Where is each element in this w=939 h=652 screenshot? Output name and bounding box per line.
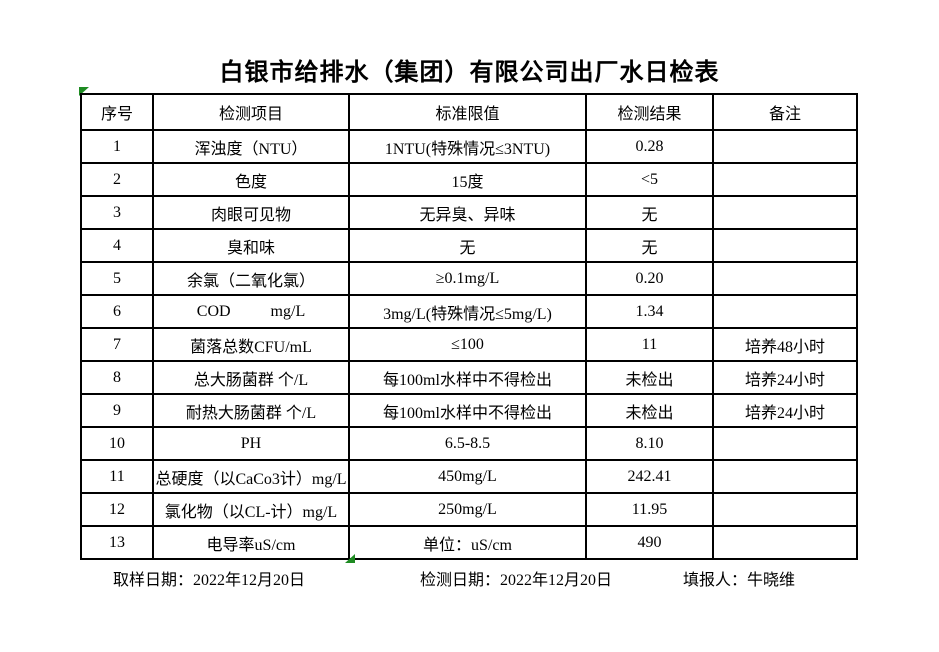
table-cell: 15度 bbox=[348, 162, 587, 197]
table-cell bbox=[712, 129, 858, 164]
table-cell: 1.34 bbox=[585, 294, 714, 329]
table-cell: 培养24小时 bbox=[712, 393, 858, 428]
table-row: 6 COD mg/L 3mg/L(特殊情况≤5mg/L) 1.34 bbox=[80, 294, 858, 329]
table-row: 3 肉眼可见物 无异臭、异味无 bbox=[80, 195, 858, 230]
table-cell: 6 bbox=[80, 294, 154, 329]
table-cell: 电导率uS/cm bbox=[152, 525, 350, 560]
table-cell bbox=[712, 261, 858, 296]
table-cell: 3 bbox=[80, 195, 154, 230]
table-row: 8 总大肠菌群 个/L 每100ml水样中不得检出 未检出 培养24小时 bbox=[80, 360, 858, 395]
table-cell: 无 bbox=[585, 195, 714, 230]
table-cell: 11.95 bbox=[585, 492, 714, 527]
reporter-label: 填报人：牛晓维 bbox=[683, 572, 796, 589]
table-row: 12 氯化物（以CL-计）mg/L 250mg/L 11.95 bbox=[80, 492, 858, 527]
table-row: 1 浑浊度（NTU） 1NTU(特殊情况≤3NTU) 0.28 bbox=[80, 129, 858, 164]
table-cell: 培养24小时 bbox=[712, 360, 858, 395]
table-row: 4 臭和味无无 bbox=[80, 228, 858, 263]
table-cell bbox=[712, 426, 858, 461]
table-header-row: 序号 检测项目 标准限值 检测结果 备注 bbox=[80, 93, 858, 131]
test-date-label: 检测日期：2022年12月20日 bbox=[420, 572, 613, 589]
table-cell: 肉眼可见物 bbox=[152, 195, 350, 230]
table-header-cell: 标准限值 bbox=[348, 93, 587, 131]
table-cell: 9 bbox=[80, 393, 154, 428]
table-cell: 7 bbox=[80, 327, 154, 362]
table-cell: 余氯（二氧化氯） bbox=[152, 261, 350, 296]
sampling-date-label: 取样日期：2022年12月20日 bbox=[113, 572, 306, 589]
green-corner-marker-icon bbox=[79, 87, 89, 96]
table-cell: 1NTU(特殊情况≤3NTU) bbox=[348, 129, 587, 164]
table-cell: 0.28 bbox=[585, 129, 714, 164]
table-cell: 臭和味 bbox=[152, 228, 350, 263]
table-header-cell: 备注 bbox=[712, 93, 858, 131]
table-row: 10 PH 6.5-8.5 8.10 bbox=[80, 426, 858, 461]
table-cell: 6.5-8.5 bbox=[348, 426, 587, 461]
table-cell: 250mg/L bbox=[348, 492, 587, 527]
table-cell: 无异臭、异味 bbox=[348, 195, 587, 230]
table-cell bbox=[712, 459, 858, 494]
table-cell: 10 bbox=[80, 426, 154, 461]
table-body: 1 浑浊度（NTU） 1NTU(特殊情况≤3NTU) 0.28 2 色度 15度 <5 3 肉眼可… bbox=[80, 129, 858, 560]
table-header-cell: 序号 bbox=[80, 93, 154, 131]
table-row: 2 色度 15度 <5 bbox=[80, 162, 858, 197]
table-cell: 490 bbox=[585, 525, 714, 560]
table-cell bbox=[712, 195, 858, 230]
table-cell: 242.41 bbox=[585, 459, 714, 494]
table-cell: 5 bbox=[80, 261, 154, 296]
table-cell: 未检出 bbox=[585, 393, 714, 428]
table-cell: 无 bbox=[348, 228, 587, 263]
table-cell: 每100ml水样中不得检出 bbox=[348, 360, 587, 395]
table-cell: ≤100 bbox=[348, 327, 587, 362]
table-row: 13 电导率uS/cm 单位：uS/cm 490 bbox=[80, 525, 858, 560]
table-cell: 总大肠菌群 个/L bbox=[152, 360, 350, 395]
table-cell: 无 bbox=[585, 228, 714, 263]
table-cell: 培养48小时 bbox=[712, 327, 858, 362]
table-cell bbox=[712, 228, 858, 263]
table-cell bbox=[712, 162, 858, 197]
table-cell: 单位：uS/cm bbox=[348, 525, 587, 560]
table-cell: 11 bbox=[585, 327, 714, 362]
table-cell: 1 bbox=[80, 129, 154, 164]
table-cell: 8.10 bbox=[585, 426, 714, 461]
table-cell: 色度 bbox=[152, 162, 350, 197]
table-header-cell: 检测结果 bbox=[585, 93, 714, 131]
inspection-table: 序号 检测项目 标准限值 检测结果 备注 1 浑浊度（NTU） 1NTU(特殊情况≤3NTU… bbox=[80, 93, 858, 560]
table-cell bbox=[712, 492, 858, 527]
table-row: 7 菌落总数CFU/mL ≤100 11 培养48小时 bbox=[80, 327, 858, 362]
table-row: 9 耐热大肠菌群 个/L 每100ml水样中不得检出 未检出 培养24小时 bbox=[80, 393, 858, 428]
table-cell: 浑浊度（NTU） bbox=[152, 129, 350, 164]
table-cell: PH bbox=[152, 426, 350, 461]
table-row: 11 总硬度（以CaCo3计）mg/L 450mg/L 242.41 bbox=[80, 459, 858, 494]
table-cell: <5 bbox=[585, 162, 714, 197]
green-corner-marker-icon bbox=[345, 554, 355, 563]
table-cell: 氯化物（以CL-计）mg/L bbox=[152, 492, 350, 527]
table-header-cell: 检测项目 bbox=[152, 93, 350, 131]
table-cell: COD mg/L bbox=[152, 294, 350, 329]
table-cell: 12 bbox=[80, 492, 154, 527]
table-cell: 8 bbox=[80, 360, 154, 395]
table-cell bbox=[712, 525, 858, 560]
table-cell: 总硬度（以CaCo3计）mg/L bbox=[152, 459, 350, 494]
table-cell: ≥0.1mg/L bbox=[348, 261, 587, 296]
table-cell: 耐热大肠菌群 个/L bbox=[152, 393, 350, 428]
table-cell: 11 bbox=[80, 459, 154, 494]
table-cell: 450mg/L bbox=[348, 459, 587, 494]
table-cell: 每100ml水样中不得检出 bbox=[348, 393, 587, 428]
table-cell: 2 bbox=[80, 162, 154, 197]
page-title: 白银市给排水（集团）有限公司出厂水日检表 bbox=[219, 60, 720, 86]
table-cell: 13 bbox=[80, 525, 154, 560]
table-row: 5 余氯（二氧化氯） ≥0.1mg/L 0.20 bbox=[80, 261, 858, 296]
table-cell: 未检出 bbox=[585, 360, 714, 395]
table-cell: 菌落总数CFU/mL bbox=[152, 327, 350, 362]
table-cell bbox=[712, 294, 858, 329]
table-cell: 4 bbox=[80, 228, 154, 263]
table-cell: 0.20 bbox=[585, 261, 714, 296]
table-cell: 3mg/L(特殊情况≤5mg/L) bbox=[348, 294, 587, 329]
